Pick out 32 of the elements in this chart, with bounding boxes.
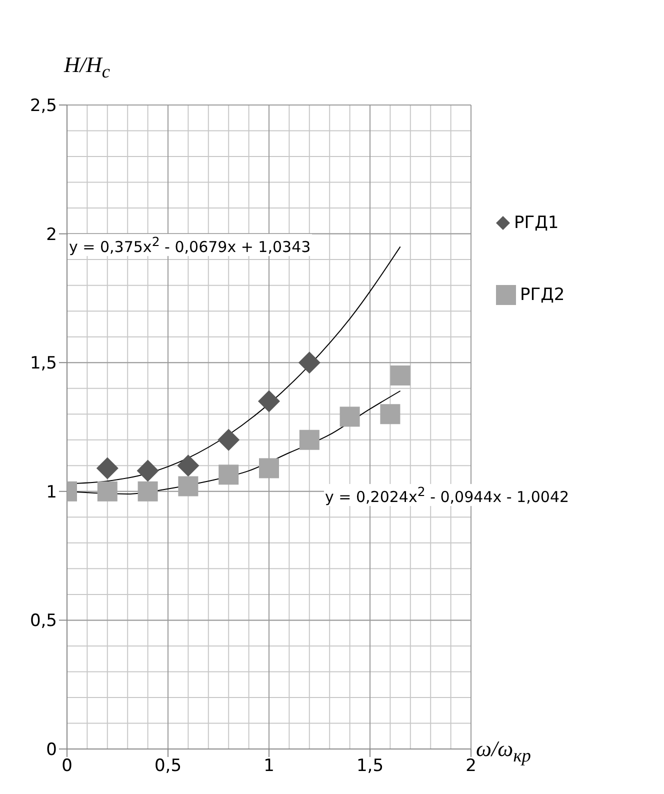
point <box>97 481 118 502</box>
y-tick-label: 0,5 <box>30 611 57 632</box>
legend-label: РГД1 <box>514 213 559 233</box>
point <box>298 352 320 374</box>
x-axis-title: ω/ω$_{кр}$ <box>476 736 531 766</box>
x-tick-label: 1,5 <box>356 756 384 776</box>
point <box>178 476 198 496</box>
point <box>340 406 360 427</box>
point <box>138 481 158 502</box>
y-tick-label: 2 <box>46 224 57 245</box>
point <box>380 404 400 424</box>
y-tick-label: 0 <box>46 740 57 760</box>
annotation: y = 0,375x$^{2}$ - 0,0679x + 1,0343 <box>69 234 311 256</box>
y-axis-title: H/H$_{c}$ <box>64 52 110 82</box>
legend-label: РГД2 <box>520 285 565 305</box>
point <box>259 458 279 478</box>
x-tick-label: 0 <box>62 756 72 776</box>
y-tick-label: 1 <box>46 482 57 502</box>
point <box>218 428 240 451</box>
x-tick-label: 2 <box>466 756 476 776</box>
point <box>177 454 200 477</box>
x-tick-label: 0,5 <box>154 756 182 776</box>
y-tick-label: 1,5 <box>30 354 57 374</box>
point <box>136 460 159 482</box>
point <box>299 430 320 450</box>
y-tick-label: 2,5 <box>30 96 57 116</box>
point <box>218 464 239 485</box>
point <box>258 390 280 412</box>
point <box>390 365 410 386</box>
x-tick-label: 1 <box>264 756 274 776</box>
annotation: y = 0,2024x$^{2}$ - 0,0944x - 1,0042 <box>325 484 570 506</box>
point <box>96 457 118 480</box>
